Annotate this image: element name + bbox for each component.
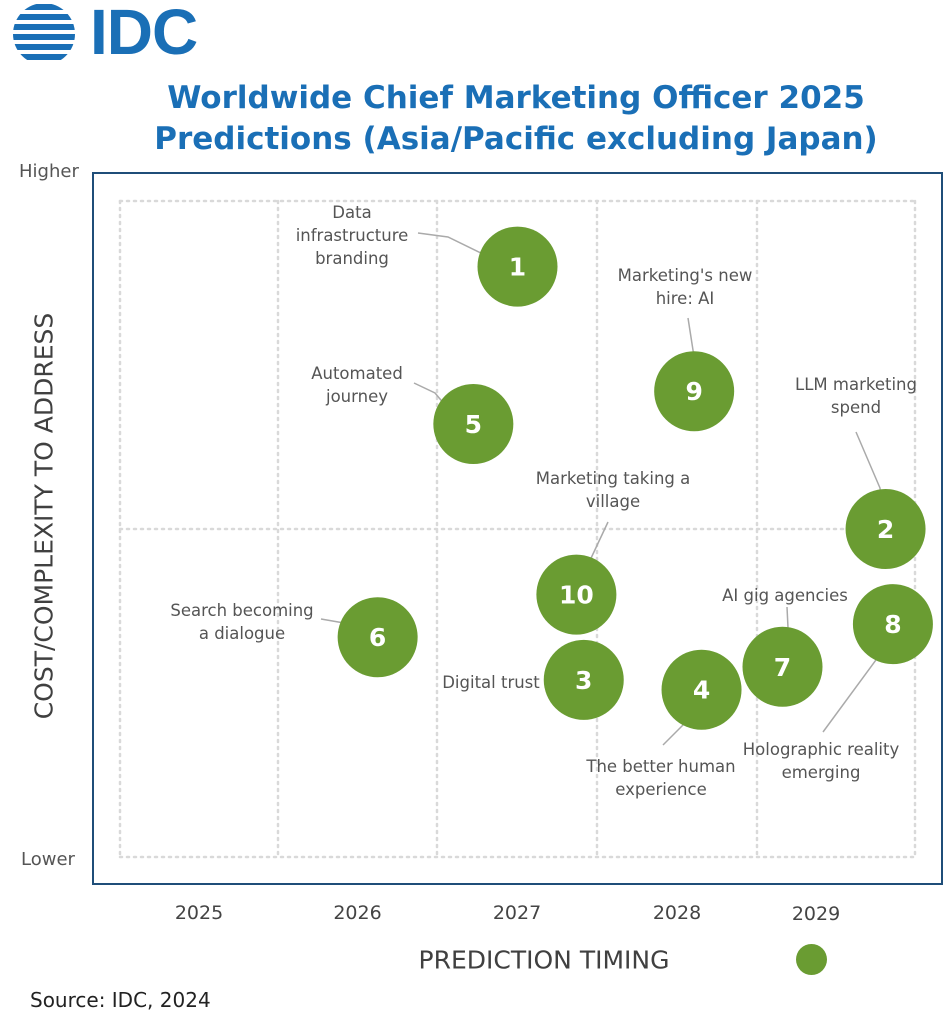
x-tick-label-2025: 2025 (175, 902, 223, 924)
legend-marker (796, 944, 827, 975)
chart-title-line-1: Worldwide Chief Marketing Officer 2025 (167, 80, 865, 116)
prediction-label-5-line-1: Automated (311, 364, 403, 383)
prediction-number-6: 6 (369, 623, 386, 652)
prediction-label-2-line-2: spend (831, 398, 881, 417)
prediction-label-6-line-1: Search becoming (170, 601, 313, 620)
idc-logo: IDC (12, 0, 217, 68)
source-note: Source: IDC, 2024 (30, 988, 211, 1012)
y-level-lower: Lower (21, 849, 75, 870)
leader-line-1 (417, 232, 490, 258)
prediction-number-7: 7 (774, 653, 791, 682)
prediction-label-3-line-1: Digital trust (442, 673, 540, 692)
prediction-number-5: 5 (465, 410, 482, 439)
prediction-bubble-8 (852, 584, 933, 665)
prediction-label-4-line-1: The better human (585, 757, 735, 776)
prediction-number-9: 9 (685, 377, 702, 406)
idc-globe-icon (13, 4, 75, 60)
prediction-bubble-10 (536, 554, 617, 635)
prediction-bubble-2 (845, 489, 926, 569)
y-level-higher: Higher (19, 161, 79, 182)
x-tick-label-2029: 2029 (792, 903, 840, 925)
prediction-number-8: 8 (884, 610, 901, 639)
prediction-bubble-6 (337, 597, 418, 678)
prediction-number-3: 3 (575, 666, 592, 695)
x-tick-label-2026: 2026 (333, 902, 381, 924)
chart-title-line-2: Predictions (Asia/Pacific excluding Japa… (154, 121, 878, 157)
prediction-bubble-4 (661, 649, 742, 730)
plot-frame (92, 172, 943, 885)
prediction-label-8-line-1: Holographic reality (743, 740, 900, 759)
x-tick-layer: 2025 2026 2027 2028 2029 (175, 902, 840, 925)
prediction-label-9-line-1: Marketing's new (618, 266, 753, 285)
x-axis-title: PREDICTION TIMING (418, 945, 670, 975)
bubble-layer: 1 2 3 4 5 6 7 8 9 10 (337, 226, 933, 730)
prediction-label-7-line-1: AI gig agencies (722, 586, 848, 605)
x-tick-label-2028: 2028 (653, 902, 701, 924)
label-layer: Data infrastructure branding LLM marketing s… (170, 203, 917, 799)
prediction-bubble-1 (477, 226, 558, 307)
prediction-number-10: 10 (559, 581, 594, 610)
prediction-label-1-line-3: branding (315, 249, 389, 268)
prediction-label-2-line-1: LLM marketing (795, 375, 917, 394)
prediction-label-6-line-2: a dialogue (199, 624, 285, 643)
prediction-label-10-line-2: village (586, 492, 640, 511)
prediction-number-4: 4 (693, 676, 710, 705)
prediction-bubble-7 (742, 626, 823, 707)
prediction-number-2: 2 (877, 515, 894, 544)
x-tick-label-2027: 2027 (493, 902, 541, 924)
grid-layer (118, 199, 917, 859)
prediction-label-8-line-2: emerging (782, 763, 861, 782)
prediction-bubble-5 (433, 384, 514, 465)
chart-title: Worldwide Chief Marketing Officer 2025 P… (90, 78, 942, 160)
prediction-number-1: 1 (509, 253, 526, 282)
prediction-bubble-3 (543, 639, 624, 720)
logo-text: IDC (90, 0, 198, 68)
prediction-label-5-line-2: journey (325, 387, 388, 406)
prediction-label-10-line-1: Marketing taking a (536, 469, 691, 488)
prediction-label-9-line-2: hire: AI (656, 289, 715, 308)
prediction-label-1-line-1: Data (332, 203, 371, 222)
prediction-label-4-line-2: experience (615, 780, 706, 799)
prediction-bubble-9 (654, 351, 735, 432)
prediction-label-1-line-2: infrastructure (296, 226, 409, 245)
